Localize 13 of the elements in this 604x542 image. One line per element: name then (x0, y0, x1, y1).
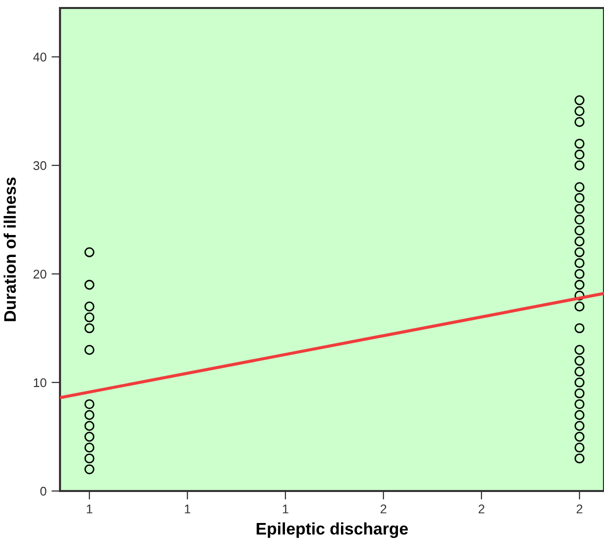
x-axis-title: Epileptic discharge (256, 522, 408, 538)
x-tick-label: 1 (86, 504, 92, 514)
y-tick-label: 40 (33, 52, 46, 62)
y-tick-label: 0 (40, 486, 46, 496)
y-tick-label: 20 (34, 270, 46, 279)
x-tick-label: 1 (282, 504, 288, 514)
x-tick-label: 1 (184, 504, 190, 514)
y-axis-title: Duration of illness (4, 177, 16, 322)
x-tick-label: 2 (380, 504, 386, 514)
y-tick-label: 10 (34, 378, 46, 388)
x-tick-label: 2 (576, 504, 582, 514)
y-tick-label: 30 (33, 161, 46, 170)
x-tick-label: 2 (478, 504, 484, 514)
